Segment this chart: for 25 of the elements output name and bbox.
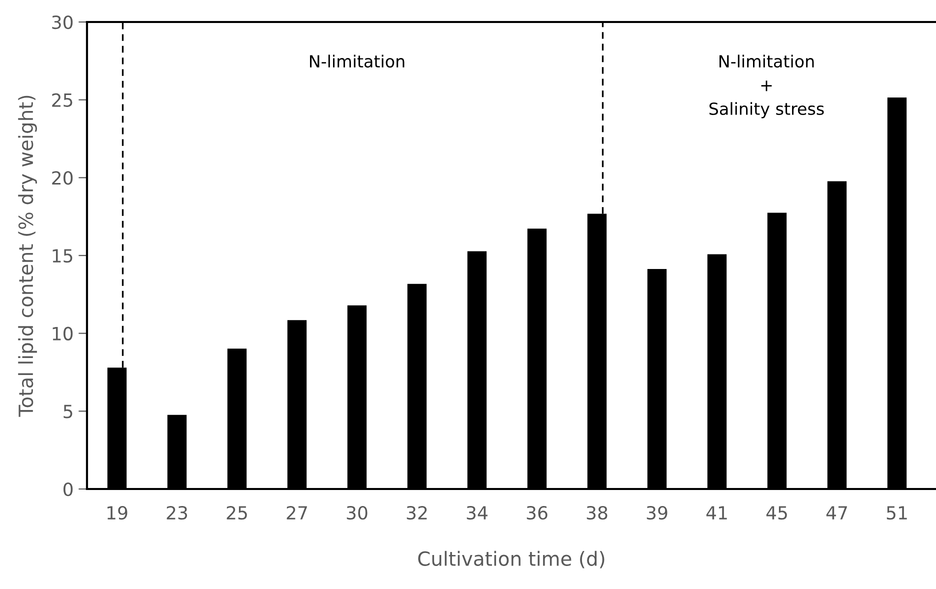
y-tick-label: 20	[52, 171, 73, 185]
x-tick-label: 45	[766, 506, 787, 520]
annotation: N-limitation + Salinity stress	[709, 54, 824, 118]
annotation: N-limitation	[310, 54, 404, 68]
x-tick-label: 41	[706, 506, 727, 520]
x-tick-label: 36	[526, 506, 548, 520]
y-tick-label: 15	[52, 249, 72, 263]
x-tick-label: 25	[226, 506, 247, 520]
y-tick-label: 25	[52, 93, 72, 107]
x-tick-label: 47	[826, 506, 847, 520]
x-tick-label: 30	[346, 506, 368, 520]
x-axis-title: Cultivation time (d)	[418, 550, 604, 568]
x-tick-label: 32	[406, 506, 427, 520]
x-tick-label: 34	[466, 506, 488, 520]
x-tick-label: 19	[107, 506, 128, 520]
y-tick-label: 0	[64, 482, 73, 496]
x-tick-label: 38	[586, 506, 608, 520]
x-tick-label: 23	[166, 506, 188, 520]
y-tick-label: 10	[52, 326, 73, 340]
x-tick-label: 39	[646, 506, 668, 520]
y-tick-label: 5	[64, 404, 72, 418]
y-tick-label: 30	[52, 15, 73, 30]
y-axis-title: Total lipid content (% dry weight)	[18, 96, 37, 417]
x-tick-label: 27	[286, 506, 307, 520]
x-tick-label: 51	[886, 506, 907, 520]
